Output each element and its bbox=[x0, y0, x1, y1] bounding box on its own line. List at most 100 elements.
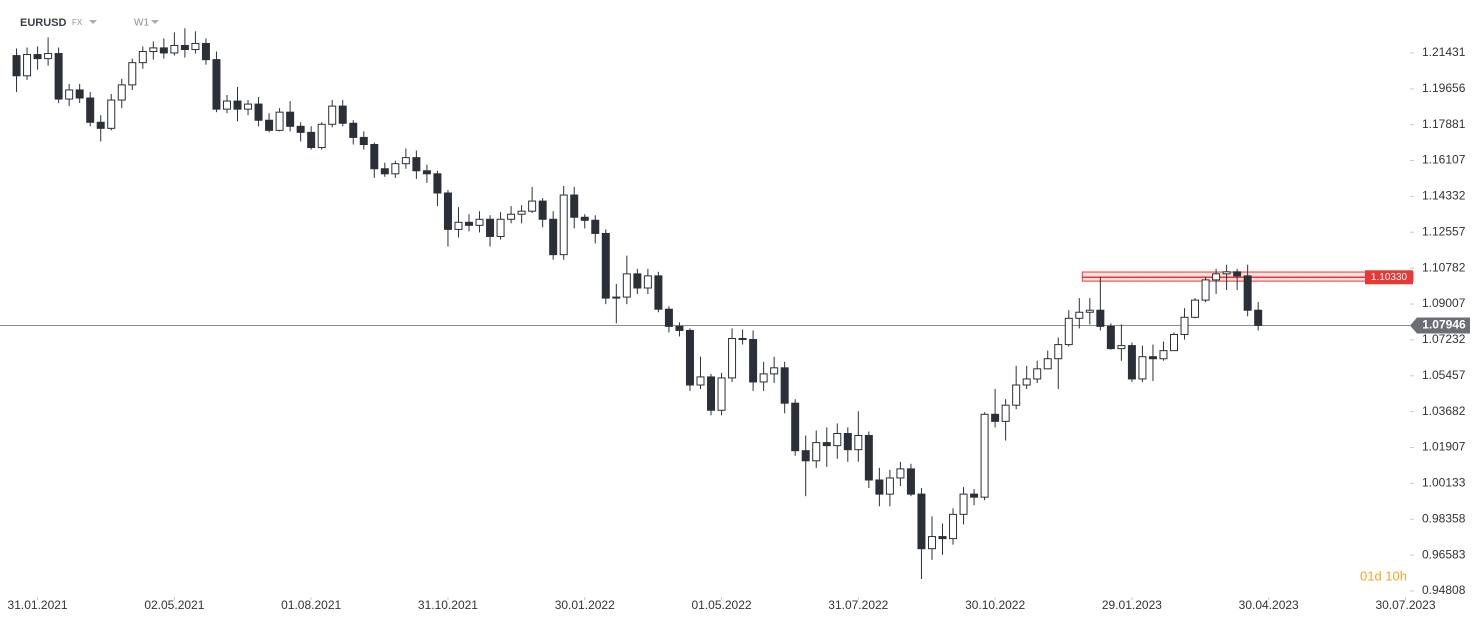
candle-body bbox=[422, 170, 431, 175]
candle-body bbox=[664, 308, 673, 327]
candle-body bbox=[885, 477, 894, 495]
x-tick-label: 30.07.2023 bbox=[1375, 598, 1435, 612]
y-tick-label: 0.96583 bbox=[1422, 547, 1466, 561]
resistance-label-box bbox=[1365, 270, 1413, 285]
y-tick-label: 0.98358 bbox=[1422, 511, 1466, 525]
candle-body bbox=[1043, 358, 1052, 370]
candle-body bbox=[433, 173, 442, 194]
candle-body bbox=[1127, 345, 1136, 380]
x-tick-label: 02.05.2021 bbox=[144, 598, 204, 612]
market: FX bbox=[72, 18, 83, 27]
current-price-box bbox=[1410, 317, 1470, 334]
candle-body bbox=[570, 194, 579, 218]
candle-body bbox=[33, 54, 42, 60]
candle-body bbox=[1233, 271, 1242, 277]
candle-body bbox=[643, 275, 652, 289]
candle-body bbox=[538, 200, 547, 220]
candle-body bbox=[359, 136, 368, 146]
symbol: EURUSD bbox=[20, 17, 67, 29]
candle-body bbox=[1222, 271, 1231, 275]
candle-body bbox=[170, 44, 179, 54]
y-tick-label: 1.16107 bbox=[1422, 153, 1466, 167]
candle-body bbox=[970, 493, 979, 498]
dropdown-arrow[interactable] bbox=[89, 20, 97, 24]
candle-body bbox=[833, 433, 842, 447]
y-tick-label: 1.09007 bbox=[1422, 296, 1466, 310]
candle-body bbox=[559, 194, 568, 256]
candle-body bbox=[317, 123, 326, 149]
y-tick-label: 1.21431 bbox=[1422, 45, 1466, 59]
candle-body bbox=[875, 479, 884, 495]
y-tick-label: 0.94808 bbox=[1422, 583, 1466, 597]
x-tick-label: 30.04.2023 bbox=[1239, 598, 1299, 612]
candle-body bbox=[233, 100, 242, 110]
candle-body bbox=[591, 219, 600, 234]
candle-body bbox=[159, 47, 168, 54]
candle-body bbox=[275, 111, 284, 131]
candle-body bbox=[265, 119, 274, 131]
candle-body bbox=[464, 221, 473, 226]
candle-body bbox=[307, 131, 316, 149]
candle-body bbox=[1212, 273, 1221, 281]
candle-body bbox=[707, 376, 716, 411]
current-price-label: 1.07946 bbox=[1422, 318, 1466, 332]
candle-body bbox=[128, 62, 137, 86]
interval[interactable]: W1 bbox=[134, 18, 149, 29]
candle-body bbox=[854, 435, 863, 451]
candle-body bbox=[401, 157, 410, 165]
candle-body bbox=[1254, 309, 1263, 326]
candle-body bbox=[244, 103, 253, 110]
candle-body bbox=[475, 218, 484, 226]
candle-body bbox=[759, 373, 768, 383]
candle-body bbox=[191, 42, 200, 51]
candle-body bbox=[791, 402, 800, 452]
candle-body bbox=[1138, 356, 1147, 380]
candle-body bbox=[107, 99, 116, 129]
candle-body bbox=[1180, 316, 1189, 335]
candle-body bbox=[801, 450, 810, 462]
candle-body bbox=[349, 122, 358, 138]
candle-body bbox=[75, 89, 84, 99]
candle-body bbox=[780, 367, 789, 404]
candle-body bbox=[496, 218, 505, 237]
candle-body bbox=[812, 442, 821, 462]
candle-body bbox=[1243, 275, 1252, 311]
candle-body bbox=[601, 232, 610, 299]
candle-body bbox=[443, 192, 452, 230]
y-tick-label: 1.10782 bbox=[1422, 260, 1466, 274]
candle-body bbox=[1064, 317, 1073, 346]
candle-body bbox=[896, 468, 905, 479]
candle-body bbox=[1117, 345, 1126, 350]
y-tick-label: 1.01907 bbox=[1422, 440, 1466, 454]
candle-body bbox=[1022, 378, 1031, 386]
timer: 01d 10h bbox=[1360, 568, 1407, 583]
candle-body bbox=[507, 213, 516, 220]
candle-body bbox=[1012, 384, 1021, 406]
candle-body bbox=[906, 468, 915, 495]
candle-body bbox=[23, 54, 32, 77]
candle-body bbox=[391, 163, 400, 175]
candle-body bbox=[622, 273, 631, 298]
candle-body bbox=[86, 97, 95, 123]
candle-body bbox=[412, 157, 421, 172]
y-tick-label: 1.14332 bbox=[1422, 189, 1466, 203]
x-tick-label: 29.01.2023 bbox=[1102, 598, 1162, 612]
y-tick-label: 1.05457 bbox=[1422, 368, 1466, 382]
candle-body bbox=[1148, 356, 1157, 360]
x-tick-label: 01.08.2021 bbox=[281, 598, 341, 612]
candle-body bbox=[654, 275, 663, 310]
candle-body bbox=[222, 100, 231, 110]
candle-body bbox=[1106, 325, 1115, 350]
candle-body bbox=[633, 273, 642, 289]
candle-body bbox=[328, 105, 337, 125]
y-tick-label: 1.19656 bbox=[1422, 81, 1466, 95]
y-tick-label: 1.03682 bbox=[1422, 404, 1466, 418]
candle-body bbox=[296, 125, 305, 133]
dropdown-arrow[interactable] bbox=[151, 20, 159, 24]
x-tick-label: 31.07.2022 bbox=[828, 598, 888, 612]
candle-body bbox=[717, 377, 726, 411]
candle-body bbox=[1001, 404, 1010, 422]
candle-body bbox=[528, 200, 537, 212]
candle-body bbox=[286, 111, 295, 127]
candle-body bbox=[212, 59, 221, 110]
